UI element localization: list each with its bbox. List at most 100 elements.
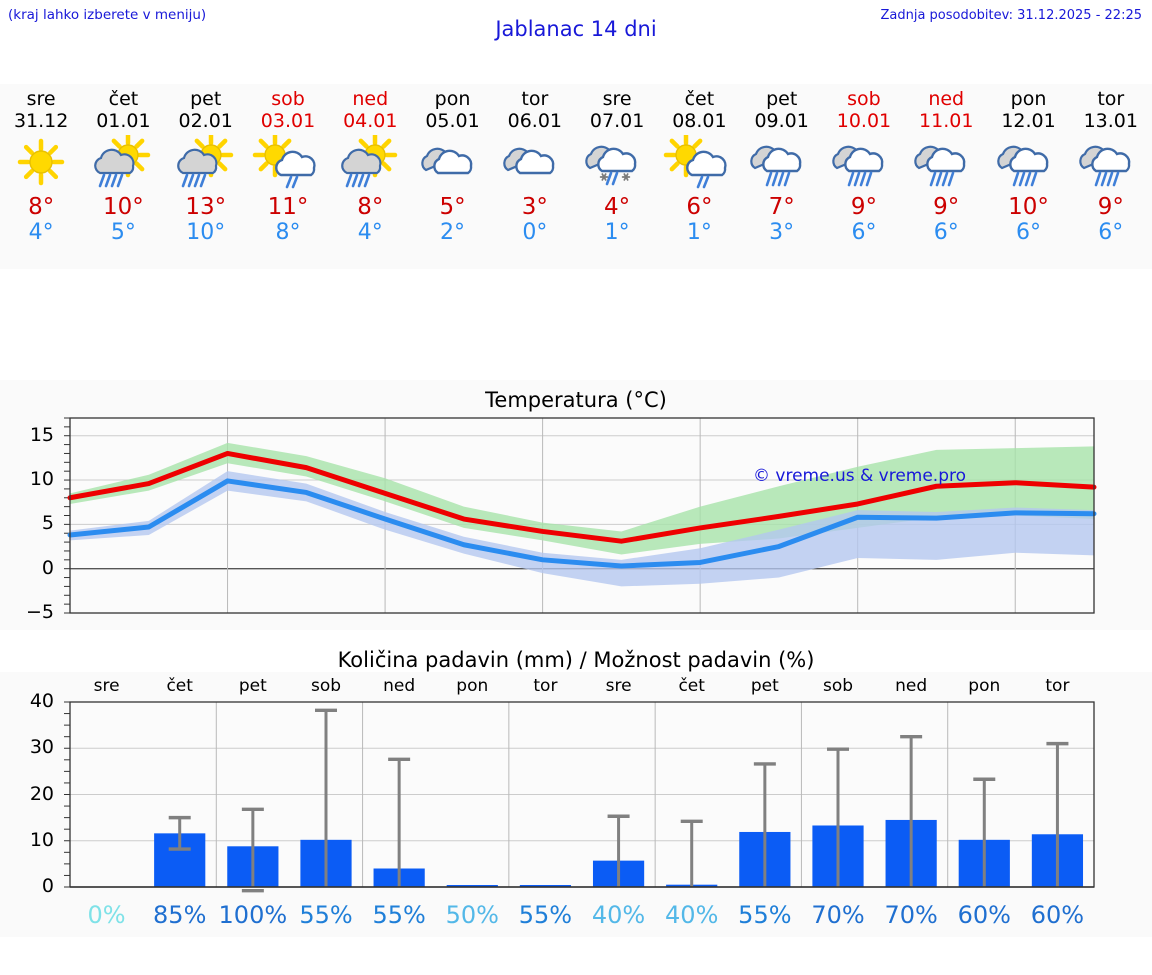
temperature-max-label: 13° — [185, 194, 227, 220]
day-of-week-label: tor — [1097, 88, 1125, 110]
day-date-label: 01.01 — [96, 110, 151, 132]
precipitation-day-label: tor — [533, 676, 558, 696]
temperature-min-label: 4° — [28, 220, 54, 245]
precipitation-probability-label: 60% — [957, 901, 1011, 929]
day-of-week-label: pet — [766, 88, 798, 110]
precipitation-probability-label: 50% — [445, 901, 499, 929]
temperature-max-label: 6° — [686, 194, 713, 220]
copyright-label: © vreme.us & vreme.pro — [753, 466, 967, 486]
daily-forecast-strip: sre 31.12 8° 4° čet 01.01 10° 5° pet 02.01 13° 10° s… — [0, 84, 1152, 269]
cloud-icon — [416, 135, 490, 191]
temperature-max-label: 11° — [267, 194, 309, 220]
day-date-label: 07.01 — [589, 110, 645, 132]
day-date-label: 04.01 — [343, 110, 398, 132]
precipitation-probability-label: 55% — [299, 901, 353, 929]
precipitation-y-tick-label: 10 — [29, 828, 54, 851]
precipitation-probability-label: 70% — [884, 901, 938, 929]
temperature-max-label: 5° — [439, 194, 466, 220]
temperature-y-tick-label: 0 — [41, 556, 54, 579]
sun-rain-icon — [333, 135, 407, 191]
temperature-min-label: 4° — [357, 220, 383, 245]
menu-hint-label: (kraj lahko izberete v meniju) — [8, 7, 207, 23]
day-forecast-card[interactable]: čet 08.01 6° 1° — [658, 84, 740, 269]
precipitation-probability-label: 60% — [1030, 901, 1085, 929]
temperature-min-label: 1° — [686, 220, 712, 245]
sun-lightrain-icon — [662, 135, 736, 191]
precipitation-probability-label: 55% — [518, 901, 573, 929]
day-forecast-card[interactable]: pon 12.01 10° 6° — [987, 84, 1069, 269]
precipitation-probability-label: 85% — [153, 901, 207, 929]
temperature-min-label: 8° — [275, 220, 301, 245]
precipitation-day-label: sob — [310, 676, 342, 696]
day-forecast-card[interactable]: čet 01.01 10° 5° — [82, 84, 164, 269]
temperature-max-label: 9° — [933, 194, 960, 220]
precipitation-day-label: sob — [822, 676, 854, 696]
day-forecast-card[interactable]: sre 31.12 8° 4° — [0, 84, 82, 269]
day-of-week-label: pet — [190, 88, 222, 110]
temperature-max-label: 4° — [604, 194, 631, 220]
precipitation-day-label: čet — [678, 676, 705, 696]
precipitation-probability-label: 100% — [218, 901, 288, 929]
day-date-label: 31.12 — [13, 110, 69, 132]
day-forecast-card[interactable]: sre 07.01 4° 1° — [576, 84, 658, 269]
temperature-max-label: 9° — [1097, 194, 1124, 220]
day-of-week-label: pon — [434, 88, 471, 110]
precipitation-day-label: ned — [383, 676, 416, 696]
day-of-week-label: sre — [602, 88, 632, 110]
day-date-label: 09.01 — [754, 110, 809, 132]
day-forecast-card[interactable]: pet 09.01 7° 3° — [741, 84, 823, 269]
precipitation-bar[interactable] — [446, 885, 498, 887]
precipitation-bar[interactable] — [519, 885, 572, 887]
day-of-week-label: čet — [684, 88, 715, 110]
day-date-label: 13.01 — [1083, 110, 1138, 132]
precipitation-day-label: pet — [750, 676, 779, 696]
precipitation-y-tick-label: 30 — [29, 736, 54, 759]
precipitation-y-tick-label: 20 — [29, 782, 54, 805]
day-forecast-card[interactable]: pon 05.01 5° 2° — [411, 84, 493, 269]
day-of-week-label: ned — [352, 88, 389, 110]
temperature-max-label: 10° — [103, 194, 144, 220]
day-of-week-label: pon — [1010, 88, 1047, 110]
day-date-label: 12.01 — [1001, 110, 1056, 132]
temperature-max-label: 7° — [768, 194, 795, 220]
temperature-min-label: 0° — [522, 220, 548, 245]
precipitation-day-label: čet — [166, 676, 193, 696]
precipitation-day-label: pon — [456, 676, 489, 696]
precipitation-probability-label: 70% — [811, 901, 865, 929]
day-forecast-card[interactable]: tor 13.01 9° 6° — [1070, 84, 1152, 269]
cloud-rain-icon — [909, 135, 983, 191]
day-of-week-label: sob — [271, 88, 305, 110]
temperature-series-line — [67, 478, 1097, 569]
day-of-week-label: sre — [26, 88, 56, 110]
cloud-rain-icon — [1074, 135, 1148, 191]
temperature-min-label: 3° — [769, 220, 795, 245]
day-forecast-card[interactable]: tor 06.01 3° 0° — [494, 84, 576, 269]
temperature-min-label: 6° — [1098, 220, 1124, 245]
precipitation-probability-label: 0% — [87, 901, 126, 929]
day-date-label: 08.01 — [672, 110, 727, 132]
sun-rain-icon — [169, 135, 243, 191]
precipitation-day-label: sre — [605, 676, 632, 696]
day-forecast-card[interactable]: ned 11.01 9° 6° — [905, 84, 987, 269]
precipitation-chart-title: Količina padavin (mm) / Možnost padavin … — [337, 648, 815, 672]
temperature-min-label: 10° — [186, 220, 226, 245]
day-forecast-card[interactable]: pet 02.01 13° 10° — [165, 84, 247, 269]
day-forecast-card[interactable]: ned 04.01 8° 4° — [329, 84, 411, 269]
precipitation-day-label: ned — [895, 676, 928, 696]
cloud-icon — [498, 135, 572, 191]
precipitation-probability-label: 40% — [591, 901, 646, 929]
day-forecast-card[interactable]: sob 10.01 9° 6° — [823, 84, 905, 269]
precipitation-day-label: sre — [93, 676, 120, 696]
temperature-max-label: 8° — [357, 194, 384, 220]
precipitation-y-tick-label: 40 — [29, 690, 54, 712]
cloud-rain-icon — [992, 135, 1066, 191]
day-of-week-label: tor — [521, 88, 549, 110]
temperature-y-tick-label: 15 — [29, 423, 54, 446]
cloud-rain-icon — [745, 135, 819, 191]
page-title: Jablanac 14 dni — [495, 17, 657, 41]
day-forecast-card[interactable]: sob 03.01 11° 8° — [247, 84, 329, 269]
temperature-series-line — [67, 450, 1097, 544]
day-date-label: 10.01 — [836, 110, 892, 132]
